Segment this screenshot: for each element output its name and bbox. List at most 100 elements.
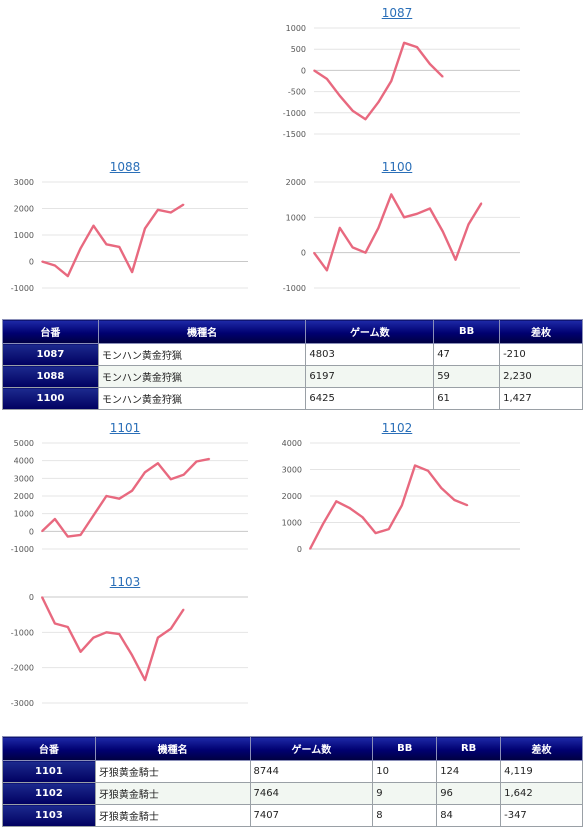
line-chart: 2000 1000 0 -1000 <box>283 178 520 293</box>
y-tick-label: -2000 <box>11 664 34 673</box>
data-point <box>377 101 380 103</box>
data-point <box>390 193 393 196</box>
series-line <box>41 203 185 278</box>
machine-table-monhan: 台番 機種名 ゲーム数 BB 差枚 1087 モンハン黄金狩猟 4803 47 … <box>2 319 583 410</box>
game-count: 6425 <box>305 387 435 410</box>
model-name: 牙狼黄金騎士 <box>94 760 251 783</box>
data-point <box>195 460 198 463</box>
data-point <box>403 42 405 44</box>
data-point <box>131 489 133 492</box>
chart-1100: 1100 2000 1000 0 -1000 <box>272 160 522 295</box>
data-point <box>364 118 367 120</box>
data-point <box>416 46 418 48</box>
line-chart: 5000 4000 3000 2000 1000 0 -1000 <box>11 439 248 554</box>
data-point <box>361 516 364 518</box>
machine-number[interactable]: 1102 <box>2 782 96 805</box>
game-count: 7464 <box>249 782 374 805</box>
chart-title-link[interactable]: 1100 <box>381 160 413 174</box>
machine-number[interactable]: 1100 <box>2 387 99 410</box>
data-point <box>144 227 146 230</box>
line-chart: 1000 500 0 -500 -1000 -1500 <box>283 24 520 139</box>
data-point <box>144 679 146 681</box>
data-point <box>414 464 416 467</box>
y-tick-label: -500 <box>288 88 306 97</box>
data-point <box>41 260 43 263</box>
series-line <box>41 457 210 538</box>
data-point <box>66 535 69 538</box>
data-point <box>313 69 315 72</box>
y-tick-label: 1000 <box>282 519 302 528</box>
game-count: 4803 <box>305 343 435 366</box>
data-point <box>401 504 403 507</box>
data-point <box>118 246 121 248</box>
machine-number[interactable]: 1101 <box>2 760 96 783</box>
diff-value: 1,642 <box>500 782 583 805</box>
y-tick-label: 1000 <box>14 231 34 240</box>
series-line <box>313 193 483 272</box>
machine-number[interactable]: 1103 <box>2 804 96 827</box>
y-tick-label: -1500 <box>283 130 306 139</box>
data-point <box>54 518 56 520</box>
data-point <box>467 223 470 226</box>
bb-count: 9 <box>372 782 438 805</box>
y-tick-label: 3000 <box>14 474 34 483</box>
y-tick-label: 5000 <box>14 439 34 448</box>
data-point <box>182 474 185 476</box>
y-tick-label: 4000 <box>282 439 302 448</box>
y-tick-label: 0 <box>29 527 34 536</box>
data-point <box>41 596 43 598</box>
y-tick-label: 3000 <box>282 466 302 475</box>
data-point <box>92 636 95 639</box>
chart-title-link[interactable]: 1102 <box>381 421 413 435</box>
series-line <box>313 41 444 121</box>
diff-value: -347 <box>500 804 583 827</box>
bb-count: 10 <box>372 760 438 783</box>
data-point <box>364 251 367 254</box>
chart-title-link[interactable]: 1087 <box>381 6 413 20</box>
table-row: 1088 モンハン黄金狩猟 6197 59 2,230 <box>2 365 583 388</box>
y-tick-label: -1000 <box>283 284 306 293</box>
data-point <box>157 636 159 639</box>
data-point <box>326 269 328 272</box>
model-name: 牙狼黄金騎士 <box>94 782 251 805</box>
data-point <box>338 95 341 97</box>
table-header-row: 台番 機種名 ゲーム数 BB RB 差枚 <box>2 736 583 761</box>
data-point <box>429 63 431 65</box>
chart-title-link[interactable]: 1088 <box>109 160 141 174</box>
data-point <box>387 528 390 530</box>
data-point <box>441 230 444 233</box>
data-point <box>92 514 95 517</box>
line-chart: 0 -1000 -2000 -3000 <box>11 593 248 708</box>
bb-count: 47 <box>433 343 501 366</box>
bb-count: 8 <box>372 804 438 827</box>
y-tick-label: 0 <box>297 545 302 554</box>
data-point <box>169 211 172 214</box>
machine-number[interactable]: 1088 <box>2 365 99 388</box>
machine-table-garo: 台番 機種名 ゲーム数 BB RB 差枚 1101 牙狼黄金騎士 8744 10… <box>2 736 583 827</box>
table-header-row: 台番 機種名 ゲーム数 BB 差枚 <box>2 319 583 344</box>
data-point <box>41 530 43 533</box>
data-point <box>157 209 159 211</box>
data-point <box>322 523 324 525</box>
y-tick-label: -3000 <box>11 699 34 708</box>
y-tick-label: 1000 <box>14 510 34 519</box>
y-tick-label: -1000 <box>11 545 34 554</box>
chart-title-link[interactable]: 1103 <box>109 575 141 589</box>
chart-title-link[interactable]: 1101 <box>109 421 141 435</box>
data-point <box>79 247 82 250</box>
data-point <box>309 548 311 550</box>
data-point <box>157 462 159 465</box>
data-point <box>454 258 457 261</box>
model-name: モンハン黄金狩猟 <box>97 387 307 410</box>
rb-count: 84 <box>436 804 502 827</box>
machine-number[interactable]: 1087 <box>2 343 99 366</box>
data-point <box>335 500 338 503</box>
game-count: 7407 <box>249 804 374 827</box>
header-machine-number: 台番 <box>2 319 99 344</box>
data-point <box>480 202 483 204</box>
diff-value: 2,230 <box>499 365 583 388</box>
table-row: 1103 牙狼黄金騎士 7407 8 84 -347 <box>2 804 583 827</box>
header-machine-number: 台番 <box>2 736 96 761</box>
data-point <box>351 109 354 112</box>
header-game-count: ゲーム数 <box>249 736 374 761</box>
